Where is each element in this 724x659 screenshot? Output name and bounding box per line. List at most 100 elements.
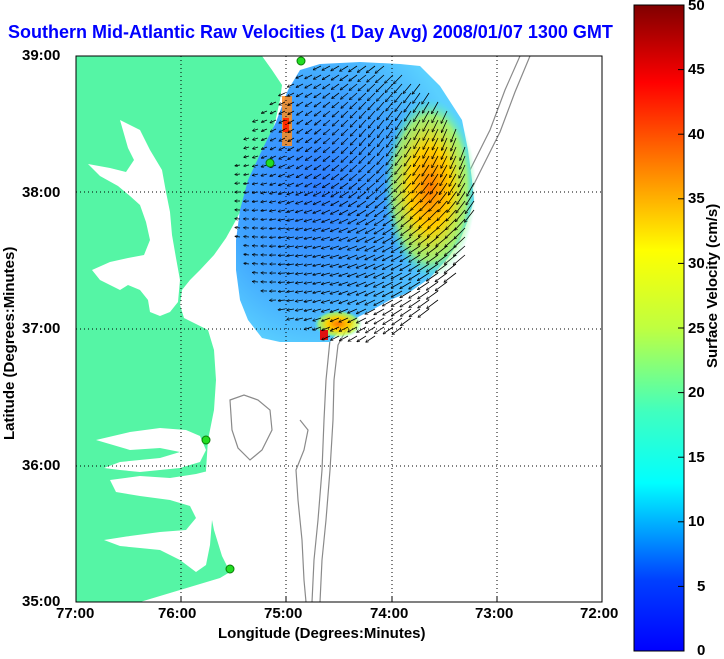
velocity-vector bbox=[432, 137, 439, 150]
velocity-vector bbox=[383, 308, 394, 315]
velocity-vector bbox=[409, 308, 421, 317]
velocity-vector bbox=[453, 254, 466, 265]
velocity-vector bbox=[339, 290, 349, 294]
velocity-vector bbox=[446, 209, 457, 221]
velocity-vector bbox=[392, 308, 403, 316]
velocity-vector bbox=[435, 272, 448, 282]
velocity-vector bbox=[418, 272, 430, 281]
velocity-vector bbox=[287, 246, 295, 247]
velocity-vector bbox=[409, 272, 421, 280]
velocity-vector bbox=[305, 164, 313, 169]
colorbar-ticks bbox=[678, 4, 684, 652]
velocity-vector bbox=[427, 245, 439, 254]
velocity-vector bbox=[261, 155, 268, 158]
velocity-vector bbox=[451, 128, 457, 142]
velocity-vector bbox=[391, 272, 403, 279]
velocity-vector bbox=[323, 182, 331, 188]
velocity-vector bbox=[330, 263, 340, 267]
velocity-vector bbox=[374, 308, 385, 315]
velocity-vector bbox=[357, 227, 367, 233]
velocity-vector bbox=[442, 137, 448, 150]
velocity-vector bbox=[348, 317, 358, 323]
velocity-vector bbox=[418, 290, 430, 299]
velocity-vector bbox=[357, 200, 367, 207]
velocity-vector bbox=[409, 299, 421, 307]
velocity-vector bbox=[414, 128, 421, 140]
velocity-vector bbox=[376, 83, 385, 92]
colorbar-tick: 10 bbox=[688, 513, 705, 530]
velocity-vector bbox=[375, 65, 385, 73]
velocity-vector bbox=[391, 299, 403, 306]
velocity-vector bbox=[313, 65, 322, 70]
velocity-vector bbox=[423, 137, 430, 149]
velocity-vector bbox=[387, 128, 394, 138]
velocity-vector bbox=[314, 191, 322, 196]
velocity-vector bbox=[466, 191, 475, 205]
velocity-vector bbox=[409, 290, 421, 298]
velocity-vector bbox=[439, 191, 448, 203]
velocity-vector bbox=[349, 173, 358, 180]
velocity-vector bbox=[323, 155, 331, 161]
velocity-vector bbox=[348, 308, 358, 313]
velocity-vector bbox=[349, 65, 358, 72]
velocity-vector bbox=[374, 218, 385, 225]
velocity-vector bbox=[383, 299, 394, 306]
velocity-vector bbox=[409, 236, 421, 245]
velocity-vector bbox=[287, 264, 295, 265]
velocity-vector bbox=[297, 119, 304, 124]
velocity-vector bbox=[383, 236, 394, 243]
velocity-vector bbox=[357, 317, 367, 323]
velocity-vector bbox=[358, 74, 367, 82]
velocity-vector bbox=[330, 254, 340, 258]
colorbar-tick: 25 bbox=[688, 320, 705, 337]
velocity-vector bbox=[287, 309, 295, 310]
velocity-vector bbox=[383, 281, 394, 287]
velocity-vector bbox=[383, 245, 394, 252]
velocity-vector bbox=[253, 273, 259, 274]
velocity-vector bbox=[368, 155, 376, 164]
velocity-vector bbox=[421, 182, 430, 193]
velocity-vector bbox=[297, 164, 304, 169]
velocity-vector bbox=[410, 218, 421, 227]
velocity-vector bbox=[279, 128, 286, 132]
colorbar-tick: 15 bbox=[688, 449, 705, 466]
velocity-vector bbox=[444, 272, 457, 282]
velocity-vector bbox=[374, 254, 385, 260]
velocity-vector bbox=[418, 236, 430, 245]
velocity-vector bbox=[423, 119, 430, 131]
velocity-vector bbox=[359, 128, 367, 137]
velocity-vector bbox=[287, 182, 295, 186]
velocity-vector bbox=[323, 110, 331, 116]
velocity-vector bbox=[332, 146, 340, 153]
velocity-vector bbox=[356, 281, 367, 286]
velocity-vector bbox=[394, 83, 403, 93]
velocity-vector bbox=[330, 299, 340, 303]
velocity-vector bbox=[244, 263, 250, 264]
velocity-vector bbox=[330, 281, 340, 285]
velocity-vector bbox=[427, 236, 439, 246]
velocity-vector bbox=[244, 138, 250, 139]
velocity-vector bbox=[287, 273, 295, 274]
velocity-vector bbox=[296, 227, 304, 230]
velocity-vector bbox=[446, 218, 457, 230]
velocity-vector bbox=[322, 272, 331, 275]
velocity-vector bbox=[244, 156, 250, 157]
velocity-vector bbox=[359, 101, 367, 109]
velocity-vector bbox=[322, 263, 331, 266]
velocity-vector bbox=[413, 173, 421, 184]
velocity-vector bbox=[441, 146, 448, 159]
velocity-vector bbox=[313, 209, 322, 213]
velocity-vector bbox=[296, 200, 304, 204]
velocity-vector bbox=[374, 245, 385, 251]
velocity-vector bbox=[457, 191, 466, 204]
velocity-vector bbox=[296, 300, 304, 301]
velocity-vector bbox=[401, 218, 412, 227]
velocity-vector bbox=[366, 326, 376, 333]
velocity-vector bbox=[348, 335, 358, 341]
velocity-vector bbox=[279, 101, 286, 105]
velocity-vector bbox=[374, 317, 385, 324]
velocity-vector bbox=[314, 164, 322, 170]
velocity-vector bbox=[261, 219, 268, 220]
velocity-vector bbox=[262, 128, 268, 131]
velocity-vector bbox=[297, 137, 304, 142]
